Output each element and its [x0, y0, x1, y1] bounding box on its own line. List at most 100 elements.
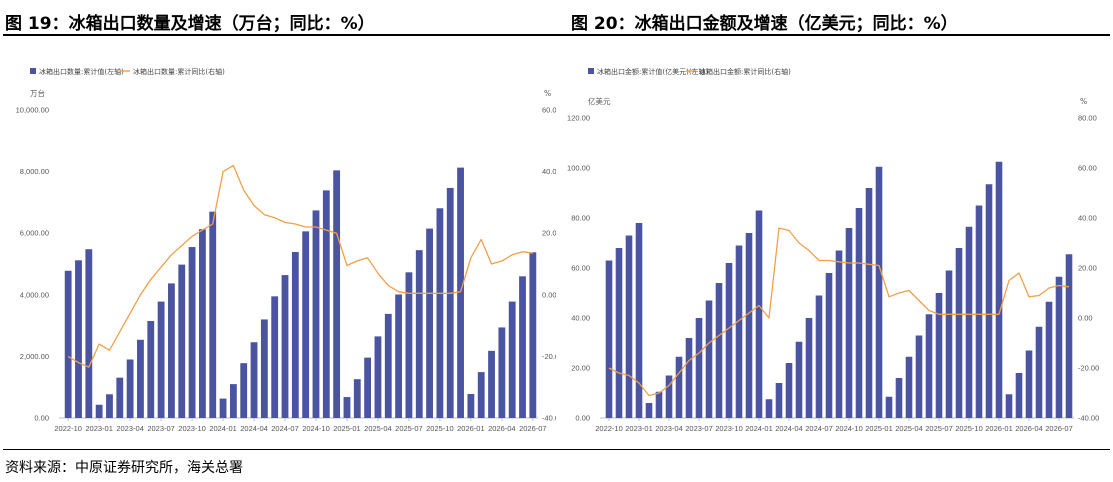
y-tick-right: 0.00 [1078, 314, 1093, 323]
y-tick-left: 100.00 [567, 164, 590, 173]
legend-label-bar: 冰箱出口金额:累计值(亿美元)(左轴) [597, 67, 709, 76]
x-tick-label: 2023-04 [116, 424, 144, 433]
bar [198, 229, 206, 418]
bar [415, 250, 423, 418]
x-tick-label: 2026-01 [985, 424, 1013, 433]
x-tick-label: 2025-07 [925, 424, 953, 433]
bar [126, 359, 134, 418]
bar [965, 226, 973, 418]
x-tick-label: 2025-04 [364, 424, 392, 433]
bar [364, 357, 372, 418]
y-tick-right: 40.00 [542, 167, 556, 176]
x-tick-label: 2026-01 [457, 424, 485, 433]
bar [775, 383, 783, 418]
bar [635, 223, 643, 418]
bar [106, 394, 113, 418]
bar [1065, 254, 1073, 418]
bar [785, 363, 793, 418]
x-tick-label: 2023-04 [655, 424, 683, 433]
bar [745, 233, 753, 418]
y-tick-left: 8,000.00 [20, 167, 49, 176]
bar [508, 301, 516, 418]
x-tick-label: 2024-01 [745, 424, 773, 433]
bar [64, 270, 72, 418]
source-divider [3, 449, 1110, 450]
y-tick-left: 80.00 [571, 214, 590, 223]
bar [467, 393, 475, 418]
bar [935, 293, 943, 418]
bar [615, 248, 623, 418]
export-value-chart: 冰箱出口金额:累计值(亿美元)(左轴)冰箱出口金额:累计同比(右轴) 亿美元 % 0.… [567, 67, 1099, 433]
bar [477, 372, 485, 418]
bar [498, 327, 506, 418]
bar [735, 245, 743, 418]
bar [885, 396, 893, 418]
x-tick-label: 2024-01 [209, 424, 237, 433]
y-tick-right: 80.00 [1078, 114, 1097, 123]
x-tick-label: 2024-04 [775, 424, 803, 433]
bar [725, 263, 733, 418]
bar [353, 379, 361, 418]
left-axis-unit: 亿美元 [588, 96, 611, 106]
bar [865, 188, 873, 418]
bar [116, 377, 124, 418]
x-tick-label: 2023-07 [147, 424, 175, 433]
bar [665, 375, 673, 418]
y-tick-left: 0.00 [34, 414, 49, 423]
bar [845, 228, 853, 418]
left-axis-unit: 万台 [30, 88, 45, 98]
x-tick-label: 2022-10 [54, 424, 82, 433]
y-tick-right: 60.00 [1078, 164, 1097, 173]
bar [995, 161, 1003, 418]
x-tick-label: 2025-10 [426, 424, 454, 433]
legend-label-line: 冰箱出口数量:累计同比(右轴) [133, 67, 225, 76]
bar [905, 356, 913, 418]
x-tick-label: 2024-07 [271, 424, 299, 433]
bar [605, 260, 613, 418]
bar [805, 318, 813, 418]
bar [446, 187, 454, 418]
chart-legend: 冰箱出口金额:累计值(亿美元)(左轴)冰箱出口金额:累计同比(右轴) [588, 67, 791, 76]
bar [975, 205, 983, 418]
x-tick-label: 2026-07 [519, 424, 547, 433]
bar [945, 270, 953, 418]
bar [1045, 301, 1053, 418]
bar [815, 295, 823, 418]
x-tick-label: 2026-04 [1015, 424, 1043, 433]
bar [229, 384, 237, 418]
x-tick-label: 2026-07 [1045, 424, 1073, 433]
bar [1015, 373, 1023, 418]
bar [291, 251, 299, 418]
bar [250, 342, 258, 418]
x-tick-label: 2025-07 [395, 424, 423, 433]
bar [675, 356, 683, 418]
bar [219, 398, 227, 418]
y-tick-right: 20.00 [1078, 264, 1097, 273]
y-tick-left: 120.00 [567, 114, 590, 123]
bar [625, 235, 633, 418]
y-tick-right: 40.00 [1078, 214, 1097, 223]
y-tick-right: -20.00 [1078, 364, 1099, 373]
y-tick-left: 0.00 [575, 414, 590, 423]
y-tick-left: 40.00 [571, 314, 590, 323]
bar [188, 247, 196, 418]
x-tick-label: 2023-10 [715, 424, 743, 433]
bar [95, 404, 103, 418]
bar [281, 275, 289, 418]
bar [271, 296, 279, 418]
bar [1005, 394, 1013, 418]
x-tick-label: 2026-04 [488, 424, 516, 433]
y-tick-left: 60.00 [571, 264, 590, 273]
bar [685, 338, 693, 418]
y-tick-right: 60.00 [542, 106, 556, 115]
bar [302, 231, 310, 418]
x-tick-label: 2023-01 [85, 424, 113, 433]
x-tick-label: 2025-01 [865, 424, 893, 433]
bar [157, 301, 165, 418]
y-tick-left: 20.00 [571, 364, 590, 373]
bar [655, 391, 663, 418]
bar [835, 250, 843, 418]
bar [645, 403, 653, 418]
bar [825, 273, 833, 418]
bar [374, 336, 382, 418]
